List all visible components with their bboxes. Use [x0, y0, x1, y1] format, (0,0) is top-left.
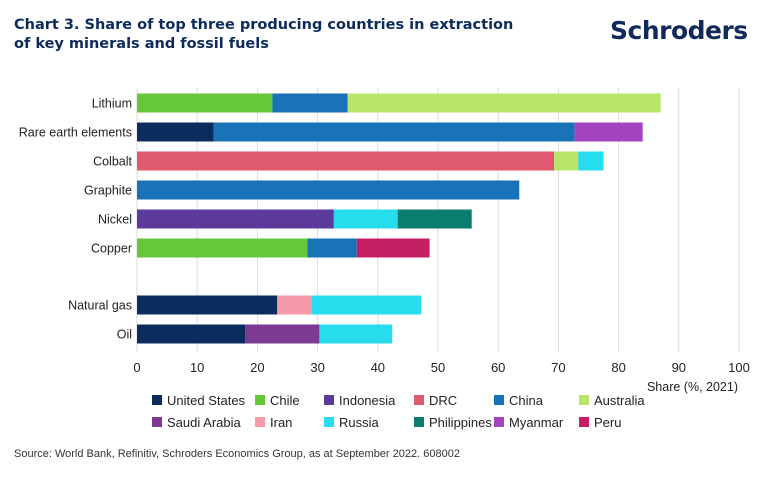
- chart-title-line-2: of key minerals and fossil fuels: [14, 36, 269, 52]
- chart-legend: United States Chile Indonesia DRC China Austr…: [152, 389, 672, 433]
- legend-label-china: China: [509, 392, 543, 408]
- chart-title-line-1: Chart 3. Share of top three producing co…: [14, 17, 514, 33]
- legend-label-myanmar: Myanmar: [509, 414, 564, 430]
- bar-colbalt-russia: [578, 151, 604, 171]
- legend-row-2: Saudi Arabia Iran Russia Philippines Myanmar…: [152, 411, 672, 433]
- legend-item-iran: Iran: [255, 415, 324, 430]
- bar-copper-china: [307, 238, 357, 258]
- legend-swatch-myanmar: [494, 417, 504, 427]
- bar-rare-earth-elements-china: [213, 122, 575, 142]
- legend-label-philippines: Philippines: [429, 414, 492, 430]
- legend-label-indonesia: Indonesia: [339, 392, 396, 408]
- legend-label-chile: Chile: [270, 392, 300, 408]
- bar-graphite-china: [137, 180, 520, 200]
- x-tick-label-0: 0: [133, 360, 140, 375]
- bar-oil-russia: [319, 324, 393, 344]
- legend-swatch-united-states: [152, 395, 162, 405]
- bar-colbalt-drc: [137, 151, 555, 171]
- legend-item-drc: DRC: [414, 393, 494, 408]
- category-label-nickel: Nickel: [98, 213, 132, 227]
- legend-swatch-china: [494, 395, 504, 405]
- bar-colbalt-australia: [554, 151, 579, 171]
- category-label-natural-gas: Natural gas: [68, 299, 132, 313]
- category-labels: Lithium Rare earth elements Colbalt Graphit…: [19, 97, 133, 342]
- bar-copper-chile: [137, 238, 308, 258]
- x-tick-label-100: 100: [728, 360, 750, 375]
- x-axis-tick-labels: 0 10 20 30 40 50 60 70 80 90 100: [133, 360, 749, 375]
- legend-swatch-australia: [579, 395, 589, 405]
- legend-swatch-drc: [414, 395, 424, 405]
- bar-nickel-russia: [333, 209, 398, 229]
- bar-oil-saudi-arabia: [245, 324, 320, 344]
- bar-natural-gas-russia: [311, 295, 422, 315]
- bar-oil-united-states: [137, 324, 246, 344]
- bar-nickel-philippines: [397, 209, 472, 229]
- x-tick-label-30: 30: [310, 360, 324, 375]
- legend-label-peru: Peru: [594, 414, 622, 430]
- category-label-colbalt: Colbalt: [93, 155, 132, 169]
- legend-item-philippines: Philippines: [414, 415, 494, 430]
- bar-natural-gas-iran: [277, 295, 312, 315]
- category-label-rare-earth-elements: Rare earth elements: [19, 126, 132, 140]
- bar-lithium-china: [272, 93, 348, 113]
- legend-item-saudi-arabia: Saudi Arabia: [152, 415, 255, 430]
- x-tick-label-70: 70: [551, 360, 565, 375]
- legend-item-russia: Russia: [324, 415, 414, 430]
- legend-label-saudi-arabia: Saudi Arabia: [167, 414, 241, 430]
- legend-item-myanmar: Myanmar: [494, 415, 579, 430]
- legend-swatch-iran: [255, 417, 265, 427]
- legend-swatch-chile: [255, 395, 265, 405]
- bar-rare-earth-elements-myanmar: [574, 122, 643, 142]
- legend-swatch-saudi-arabia: [152, 417, 162, 427]
- legend-item-australia: Australia: [579, 393, 669, 408]
- legend-item-united-states: United States: [152, 393, 255, 408]
- x-tick-label-20: 20: [250, 360, 264, 375]
- category-label-copper: Copper: [91, 242, 132, 256]
- legend-label-australia: Australia: [594, 392, 645, 408]
- category-label-graphite: Graphite: [84, 184, 132, 198]
- x-tick-label-50: 50: [431, 360, 445, 375]
- legend-swatch-indonesia: [324, 395, 334, 405]
- legend-swatch-russia: [324, 417, 334, 427]
- bar-copper-peru: [356, 238, 430, 258]
- legend-label-united-states: United States: [167, 392, 246, 408]
- legend-item-indonesia: Indonesia: [324, 393, 414, 408]
- legend-item-peru: Peru: [579, 415, 669, 430]
- x-tick-label-90: 90: [672, 360, 686, 375]
- chart-bars: [137, 93, 661, 344]
- bar-rare-earth-elements-united-states: [137, 122, 214, 142]
- legend-label-russia: Russia: [339, 414, 379, 430]
- x-tick-label-80: 80: [611, 360, 625, 375]
- legend-label-drc: DRC: [429, 392, 458, 408]
- legend-item-chile: Chile: [255, 393, 324, 408]
- legend-swatch-peru: [579, 417, 589, 427]
- legend-label-iran: Iran: [270, 414, 293, 430]
- x-axis-label: Share (%, 2021): [647, 380, 738, 394]
- x-tick-label-10: 10: [190, 360, 204, 375]
- x-tick-label-60: 60: [491, 360, 505, 375]
- bar-lithium-australia: [347, 93, 661, 113]
- source-note: Source: World Bank, Refinitiv, Schroders…: [14, 448, 460, 460]
- bar-natural-gas-united-states: [137, 295, 278, 315]
- chart-title: Chart 3. Share of top three producing co…: [14, 16, 534, 54]
- legend-swatch-philippines: [414, 417, 424, 427]
- category-label-oil: Oil: [117, 328, 132, 342]
- legend-item-china: China: [494, 393, 579, 408]
- bar-lithium-chile: [137, 93, 273, 113]
- legend-row-1: United States Chile Indonesia DRC China Austr…: [152, 389, 672, 411]
- bar-nickel-indonesia: [137, 209, 334, 229]
- x-tick-label-40: 40: [371, 360, 385, 375]
- schroders-logo: Schroders: [610, 16, 748, 45]
- category-label-lithium: Lithium: [92, 97, 132, 111]
